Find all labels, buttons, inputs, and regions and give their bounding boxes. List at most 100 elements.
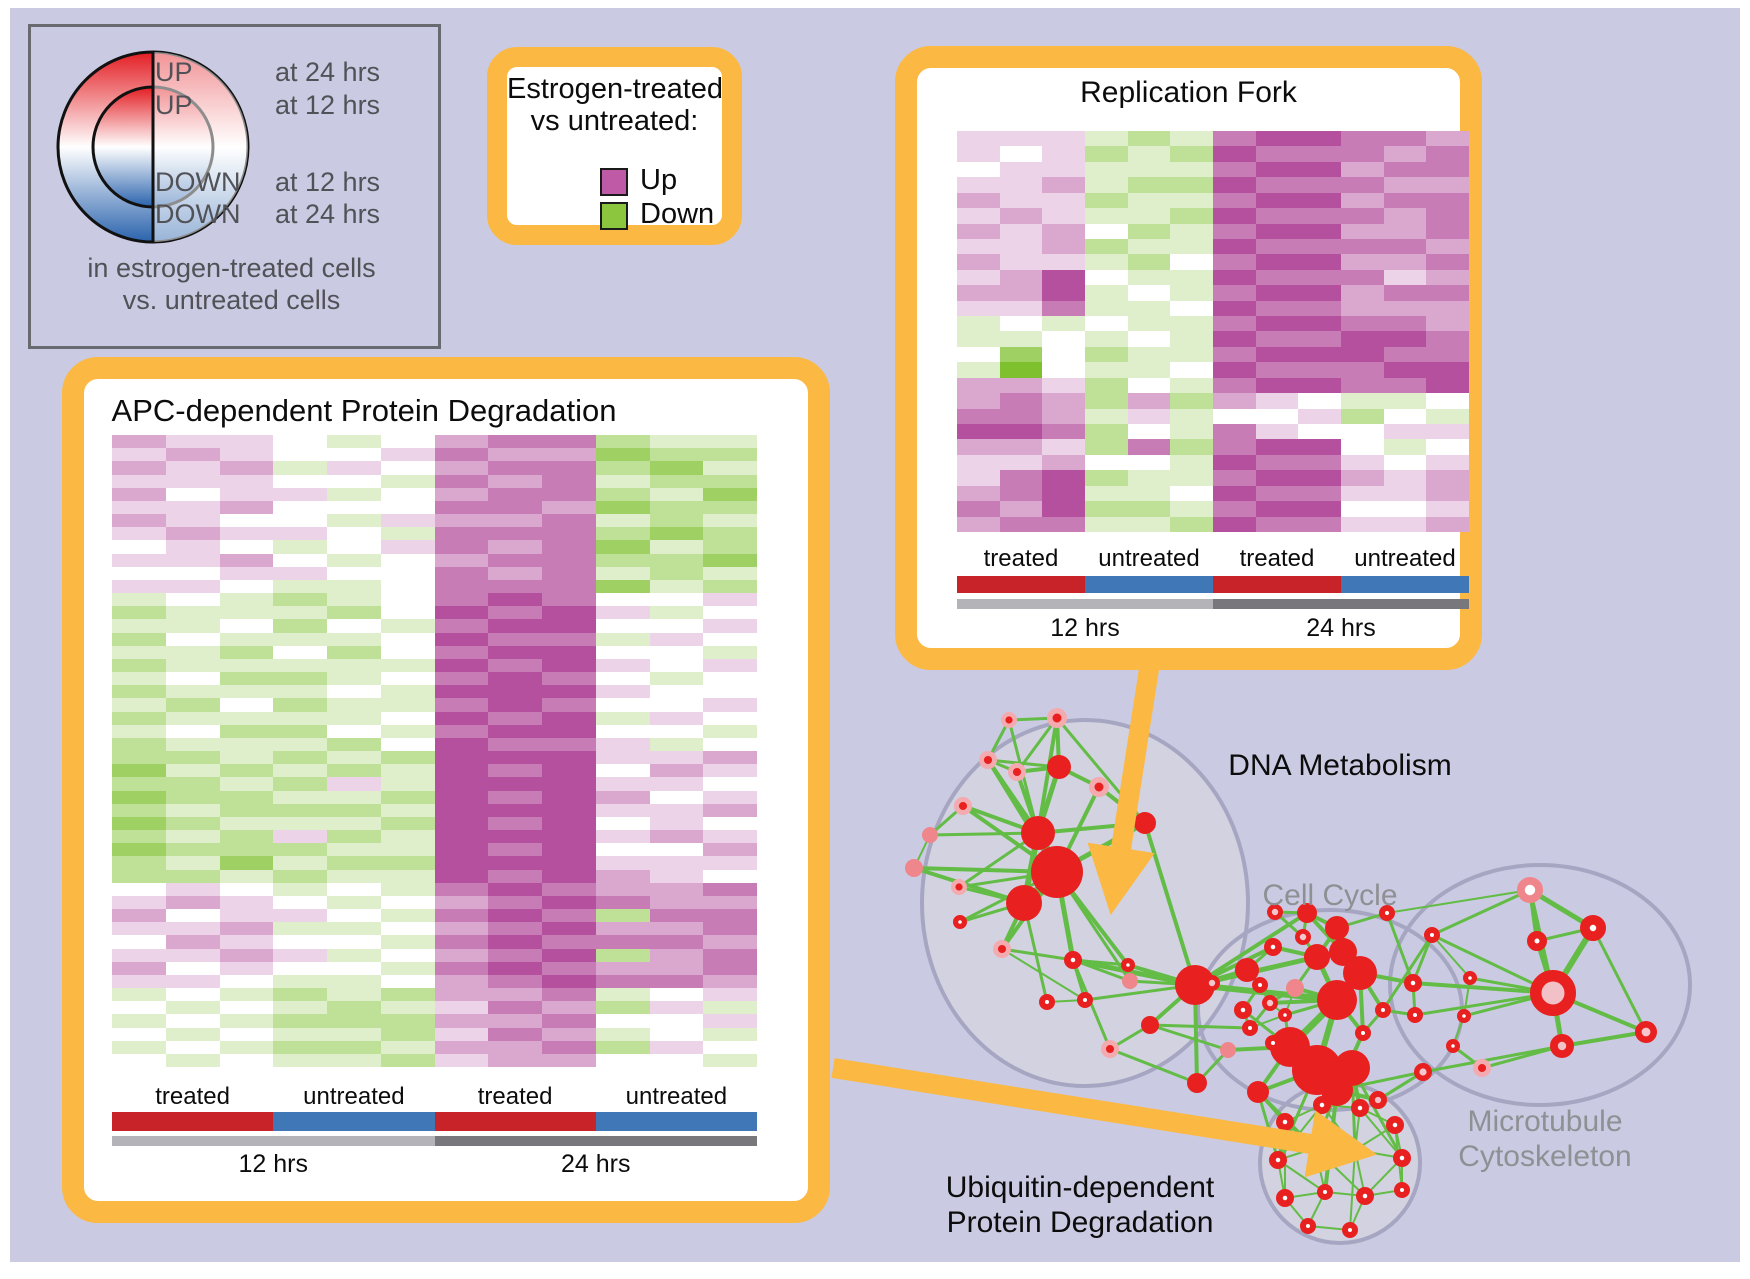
heatmap-cell [703, 461, 757, 475]
heatmap-cell [1383, 454, 1427, 471]
heatmap-cell [999, 177, 1043, 193]
heatmap-cell [1426, 439, 1469, 455]
heatmap-cell [327, 882, 381, 896]
heatmap-cell [1255, 408, 1299, 425]
heatmap-cell [595, 1027, 650, 1041]
heatmap-cell [327, 988, 381, 1002]
heatmap-cell [703, 1053, 757, 1067]
heatmap-cell [219, 672, 274, 686]
heatmap-cell [488, 632, 542, 646]
heatmap-cell [488, 1027, 542, 1041]
heatmap-cell [703, 514, 757, 528]
network-node [1300, 1218, 1316, 1234]
heatmap-cell [1213, 269, 1256, 286]
heatmap-cell [1127, 377, 1171, 394]
heatmap-cell [327, 856, 381, 870]
heatmap-cell [380, 593, 435, 607]
heatmap-cell [595, 698, 650, 712]
heatmap-cell [649, 988, 704, 1002]
heatmap-cell [1170, 192, 1213, 209]
network-edge [1431, 934, 1471, 979]
heatmap-cell [327, 816, 381, 830]
heatmap-cell [165, 579, 220, 593]
heatmap-cell [327, 803, 381, 817]
heatmap-cell [488, 474, 542, 488]
heatmap-cell [1042, 424, 1085, 440]
heatmap-cell [273, 514, 327, 528]
heatmap-cell [112, 487, 166, 501]
heatmap-cell [1426, 454, 1469, 471]
heatmap-cell [112, 909, 166, 923]
heatmap-cell [112, 606, 166, 620]
heatmap-cell [649, 974, 704, 988]
heatmap-cell [1383, 300, 1427, 317]
network-node [1297, 903, 1317, 923]
heatmap-cell [1213, 285, 1256, 301]
heatmap-cell [1213, 516, 1256, 532]
heatmap-cell [434, 1014, 489, 1028]
heatmap-cell [327, 593, 381, 607]
heatmap-cell [649, 619, 704, 633]
heatmap-cell [434, 922, 489, 936]
heatmap-cell [649, 540, 704, 554]
heatmap-cell [1042, 331, 1085, 347]
heatmap-cell [1298, 316, 1341, 332]
heatmap-cell [1426, 362, 1469, 378]
heatmap-cell [165, 830, 220, 844]
heatmap-cell [1085, 439, 1128, 455]
microtubule-label-line2: Cytoskeleton [1458, 1140, 1632, 1173]
heatmap-cell [1341, 238, 1384, 255]
network-edge [1194, 982, 1338, 1003]
heatmap-cell [434, 514, 489, 528]
heatmap-cell [1213, 223, 1256, 239]
heatmap-cell [542, 816, 596, 830]
heatmap-cell [273, 527, 327, 541]
heatmap-cell [219, 803, 274, 817]
heatmap-cell [542, 1001, 596, 1015]
network-edge [1414, 991, 1554, 1017]
heatmap-cell [219, 948, 274, 962]
heatmap-cell [1341, 501, 1384, 517]
heatmap-cell [112, 645, 166, 659]
heatmap-cell [165, 448, 220, 462]
heatmap-cell [165, 790, 220, 804]
heatmap-cell [703, 474, 757, 488]
heatmap-cell [327, 685, 381, 699]
network-node [1252, 977, 1268, 993]
heatmap-cell [488, 1001, 542, 1015]
heatmap-cell [1170, 131, 1213, 147]
heatmap-cell [1298, 161, 1341, 178]
heatmap-cell [434, 606, 489, 620]
heatmap-cell [1341, 454, 1384, 471]
network-node [1304, 944, 1330, 970]
heatmap-cell [1170, 285, 1213, 301]
heatmap-cell [1426, 208, 1469, 224]
heatmap-cell [273, 974, 327, 988]
heatmap-cell [957, 177, 1000, 193]
heatmap-cell [1213, 485, 1256, 502]
heatmap-cell [165, 1053, 220, 1067]
heatmap-cell [434, 500, 489, 514]
heatmap-cell [380, 882, 435, 896]
network-node [1235, 958, 1259, 982]
network-node [1047, 708, 1067, 728]
heatmap-cell [957, 192, 1000, 209]
heatmap-cell [542, 869, 596, 883]
network-node [1463, 971, 1477, 985]
heatmap-cell [1298, 439, 1341, 455]
heatmap-cell [1426, 316, 1469, 332]
heatmap-cell [957, 316, 1000, 332]
heatmap-cell [703, 895, 757, 909]
heatmap-cell [1426, 331, 1469, 347]
heatmap-cell [1255, 501, 1299, 517]
heatmap-cell [1042, 146, 1085, 162]
heatmap-cell [327, 698, 381, 712]
apc-heatmap [112, 435, 757, 1067]
heatmap-cell [434, 895, 489, 909]
heatmap-cell [1341, 393, 1384, 409]
heatmap-cell [595, 579, 650, 593]
heatmap-cell [1170, 470, 1213, 486]
heatmap-cell [1426, 516, 1469, 532]
heatmap-cell [1170, 300, 1213, 317]
heatmap-cell [703, 711, 757, 725]
